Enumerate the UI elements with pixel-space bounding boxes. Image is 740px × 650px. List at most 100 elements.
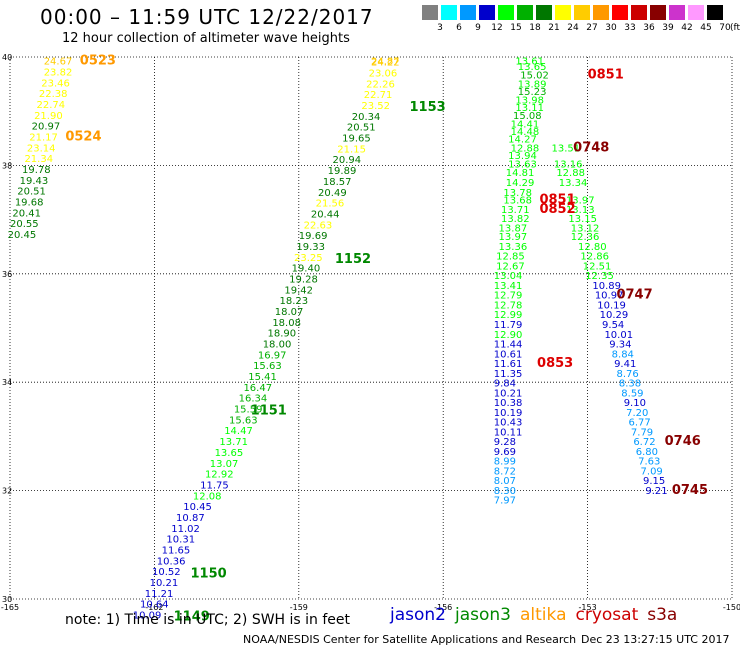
wave-height-value: 8.07: [494, 476, 516, 487]
wave-height-value: 18.57: [323, 177, 352, 188]
wave-height-value: 13.71: [501, 205, 530, 216]
wave-height-value: 13.34: [559, 178, 588, 189]
wave-height-value: 12.35: [585, 271, 614, 282]
wave-height-value: 11.35: [494, 369, 523, 380]
wave-height-value: 15.63: [253, 361, 282, 372]
wave-height-value: 23.06: [369, 69, 398, 80]
colorbar-swatch: [688, 5, 705, 20]
wave-height-value: 13.78: [503, 188, 532, 199]
y-tick-label: 40: [2, 53, 12, 62]
wave-height-value: 18.07: [275, 307, 304, 318]
colorbar-label: 18: [529, 23, 541, 33]
x-tick-label: -156: [434, 603, 452, 612]
wave-height-value: 13.71: [219, 437, 248, 448]
colorbar-swatch: [631, 5, 648, 20]
wave-height-value: 10.64: [140, 600, 169, 611]
wave-height-value: 23.52: [361, 101, 390, 112]
colorbar-swatch: [612, 5, 629, 20]
wave-height-value: 13.94: [508, 151, 537, 162]
colorbar-label: 24: [567, 23, 579, 33]
wave-height-value: 10.21: [150, 578, 179, 589]
wave-height-value: 13.97: [566, 195, 595, 206]
y-tick-label: 30: [2, 595, 12, 604]
wave-height-value: 10.21: [494, 388, 523, 399]
wave-height-value: 20.45: [8, 230, 37, 241]
wave-height-value: 19.28: [289, 274, 318, 285]
colorbar-label: 70: [719, 23, 731, 33]
wave-height-value: 10.45: [183, 502, 212, 513]
wave-height-value: 13.63: [508, 160, 537, 171]
wave-height-value: 13.07: [210, 459, 239, 470]
wave-height-value: 14.81: [506, 168, 535, 179]
wave-height-value: 12.78: [494, 300, 523, 311]
y-tick-label: 32: [2, 487, 12, 496]
footer-note: note: 1) Time is in UTC; 2) SWH is in fe…: [65, 612, 351, 628]
wave-height-value: 13.97: [499, 232, 528, 243]
wave-height-value: 20.41: [12, 208, 41, 219]
wave-height-value: 13.51: [552, 143, 581, 154]
wave-height-value: 13.89: [518, 79, 547, 90]
wave-height-value: 15.02: [520, 71, 549, 82]
chart-subtitle: 12 hour collection of altimeter wave hei…: [62, 31, 350, 46]
x-tick-label: -162: [145, 603, 163, 612]
wave-height-value: 8.38: [619, 379, 641, 390]
colorbar-swatch: [669, 5, 686, 20]
colorbar-label: 12: [491, 23, 503, 33]
wave-height-value: 9.84: [494, 379, 516, 390]
colorbar-label: 45: [700, 23, 712, 33]
wave-height-value: 9.34: [609, 340, 631, 351]
wave-height-value: 13.13: [566, 205, 595, 216]
wave-height-value: 13.16: [554, 160, 583, 171]
wave-height-value: 8.76: [616, 369, 638, 380]
wave-height-value: 12.85: [496, 252, 525, 263]
wave-height-value: 19.65: [342, 134, 371, 145]
wave-height-value: 19.40: [292, 264, 321, 275]
colorbar-label: 39: [662, 23, 674, 33]
wave-height-value: 19.78: [22, 165, 51, 176]
pass-time-label: 0853: [537, 356, 573, 371]
pass-time-label: 1150: [191, 566, 227, 581]
wave-height-value: 22.74: [36, 100, 65, 111]
legend-entry-cryosat: cryosat: [575, 605, 639, 625]
wave-height-value: 16.34: [239, 394, 268, 405]
colorbar-swatch: [479, 5, 496, 20]
legend-entry-s3a: s3a: [647, 605, 678, 625]
wave-height-value: 12.80: [578, 242, 607, 253]
wave-height-value: 12.86: [580, 252, 609, 263]
wave-height-value: 10.31: [166, 535, 195, 546]
wave-height-value: 9.69: [494, 447, 516, 458]
wave-height-value: 9.41: [614, 359, 636, 370]
wave-height-value: 11.02: [171, 524, 200, 535]
wave-height-value: 11.75: [200, 480, 229, 491]
wave-height-value: 6.72: [633, 437, 655, 448]
wave-height-value: 14.29: [506, 178, 535, 189]
wave-height-value: 23.82: [44, 67, 73, 78]
colorbar-swatch: [498, 5, 515, 20]
chart-title: 00:00 – 11:59 UTC 12/22/2017: [40, 5, 374, 29]
pass-time-label: 1151: [251, 404, 287, 419]
wave-height-value: 12.88: [556, 168, 585, 179]
wave-height-value: 18.00: [263, 340, 292, 351]
axis-ticks: -165 -162 -159 -156 -153 -150 30 32 34 36 38 40: [1, 53, 740, 612]
wave-height-value: 20.51: [347, 123, 376, 134]
wave-height-value: 19.68: [15, 198, 44, 209]
colorbar-label: 21: [548, 23, 560, 33]
legend-entry-jason2: jason2: [390, 605, 446, 625]
wave-height-value: 16.97: [258, 350, 287, 361]
wave-height-value: 13.04: [494, 271, 523, 282]
wave-height-value: 10.29: [600, 310, 629, 321]
wave-height-value: 19.43: [20, 176, 49, 187]
wave-height-value: 13.65: [215, 448, 244, 459]
wave-height-value: 22.63: [304, 220, 333, 231]
wave-height-value: 13.15: [568, 214, 597, 225]
wave-height-value: 10.87: [176, 513, 205, 524]
wave-height-value: 20.55: [10, 219, 39, 230]
wave-height-value: 23.14: [27, 143, 56, 154]
wave-height-value: 12.08: [193, 491, 222, 502]
x-tick-label: -159: [290, 603, 308, 612]
pass-time-label: 0523: [80, 54, 116, 69]
wave-height-value: 10.43: [494, 418, 523, 429]
wave-height-value: 13.36: [499, 242, 528, 253]
wave-height-value: 15.63: [229, 415, 258, 426]
